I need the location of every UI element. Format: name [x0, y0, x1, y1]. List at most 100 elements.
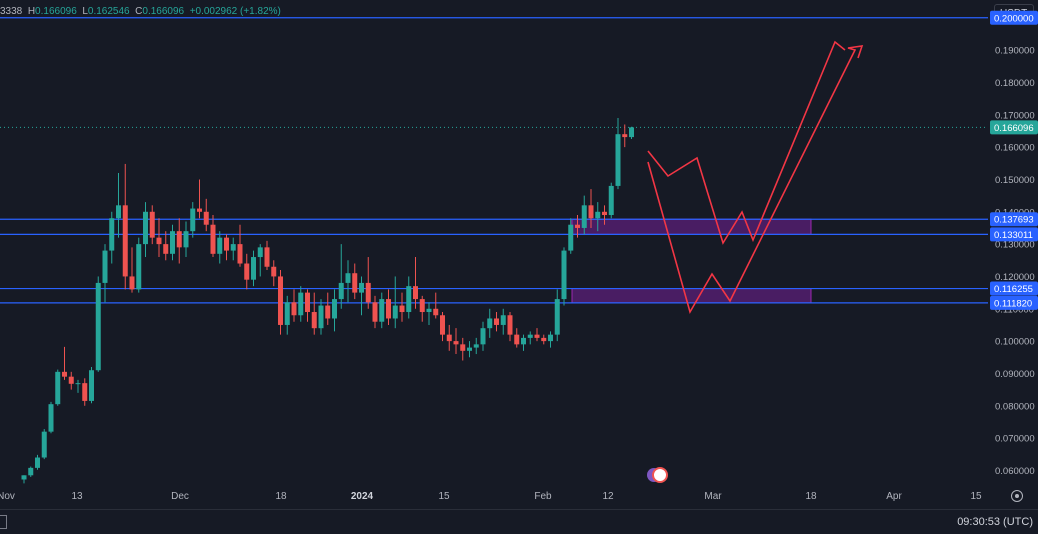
time-tick-label: Dec: [171, 491, 189, 502]
candle-body: [372, 302, 378, 322]
candle-body: [541, 337, 547, 342]
candle-body: [149, 211, 155, 238]
candle-body: [170, 231, 175, 254]
scroll-handle-icon[interactable]: [0, 515, 7, 529]
price-axis-tag-label: 0.133011: [994, 230, 1033, 241]
settings-gear-icon[interactable]: [1011, 490, 1023, 502]
low-label: L: [82, 6, 88, 17]
candle-body: [230, 244, 236, 251]
candle-body: [291, 302, 297, 316]
candle-body: [507, 315, 513, 335]
price-tick-label: 0.100000: [995, 337, 1035, 348]
candle-body: [271, 266, 277, 277]
candle-body: [210, 224, 216, 254]
candle-body: [602, 211, 607, 216]
bottom-bar: 09:30:53 (UTC): [0, 509, 1038, 534]
candle-body: [298, 292, 304, 316]
price-axis-tag-label: 0.137693: [994, 215, 1034, 226]
candle-body: [419, 299, 425, 313]
candle-body: [615, 134, 621, 186]
candle-body: [453, 341, 459, 345]
candle-body: [514, 334, 520, 345]
candle-body: [338, 282, 344, 300]
projection-path-upper: [647, 40, 846, 245]
candle-body: [473, 344, 479, 348]
high-value: 0.166096: [35, 6, 77, 17]
candle-body: [446, 334, 452, 342]
candle-body: [480, 328, 486, 345]
time-tick-label: Feb: [534, 491, 552, 502]
price-tick-label: 0.170000: [995, 110, 1035, 121]
price-axis-tag: [990, 281, 1038, 296]
candle-body: [264, 247, 270, 267]
candle-body: [251, 257, 256, 280]
candlestick-chart[interactable]: 0.060000 0.070000 0.080000 0.090000 0.100000…: [0, 0, 1038, 509]
candle-body: [365, 282, 371, 303]
candle-body: [568, 224, 574, 251]
candle-body: [494, 318, 499, 325]
candle-body: [467, 347, 472, 351]
candle-body: [75, 383, 81, 385]
clock-time: 09:30:53 (UTC): [957, 516, 1033, 528]
time-tick-label: Apr: [886, 491, 902, 502]
candle-body: [109, 218, 115, 251]
flag-icon: [652, 467, 668, 483]
candle-body: [197, 208, 202, 212]
candle-body: [136, 244, 142, 290]
candle-body: [460, 344, 466, 351]
candle-body: [224, 237, 229, 251]
candle-body: [190, 208, 196, 232]
change-value: +0.002962 (+1.82%): [189, 6, 281, 17]
candle-body: [440, 315, 445, 335]
candle-body: [176, 231, 182, 248]
candle-body: [629, 127, 634, 138]
price-tick-label: 0.160000: [995, 143, 1035, 154]
candle-body: [534, 334, 540, 338]
time-tick-label: Mar: [704, 491, 722, 502]
candle-body: [116, 205, 121, 219]
candle-body: [284, 302, 290, 325]
price-axis-tag: [990, 10, 1038, 25]
candle-body: [217, 237, 223, 254]
candle-body: [82, 383, 88, 401]
candle-body: [352, 273, 358, 293]
time-tick-label: 15: [438, 491, 450, 502]
candle-body: [548, 334, 553, 342]
time-tick-label: 12: [602, 491, 614, 502]
open-value: 3338: [0, 6, 23, 17]
time-tick-label: 18: [275, 491, 287, 502]
time-tick-label: 18: [805, 491, 817, 502]
candle-body: [379, 299, 385, 322]
high-label: H: [27, 6, 36, 17]
candle-body: [21, 475, 27, 480]
candle-body: [28, 467, 34, 476]
price-axis-tag-label: 0.166096: [994, 123, 1034, 134]
candle-body: [278, 276, 283, 325]
supply-demand-zone: [571, 288, 812, 304]
price-tick-label: 0.180000: [995, 78, 1035, 89]
candle-body: [318, 305, 324, 329]
price-axis-tag: [990, 212, 1038, 227]
price-tick-label: 0.060000: [995, 466, 1035, 477]
price-axis-tag-label: 0.116255: [994, 284, 1033, 295]
time-tick-label: 13: [71, 491, 83, 502]
candle-body: [305, 292, 310, 313]
candle-body: [55, 371, 61, 405]
candle-body: [561, 250, 567, 300]
candle-body: [68, 376, 74, 384]
candle-body: [129, 276, 135, 290]
candle-body: [156, 237, 162, 245]
candle-body: [237, 244, 243, 264]
candle-body: [500, 315, 506, 325]
close-value: 0.166096: [142, 6, 185, 17]
candle-body: [359, 282, 364, 293]
supply-demand-zone: [571, 218, 812, 235]
candle-body: [581, 205, 587, 228]
candle-body: [35, 457, 40, 468]
candle-body: [406, 286, 412, 313]
price-tick-label: 0.080000: [995, 401, 1035, 412]
candle-body: [595, 211, 601, 219]
price-tick-label: 0.190000: [995, 46, 1035, 57]
candle-body: [163, 244, 169, 254]
candle-body: [345, 273, 351, 283]
